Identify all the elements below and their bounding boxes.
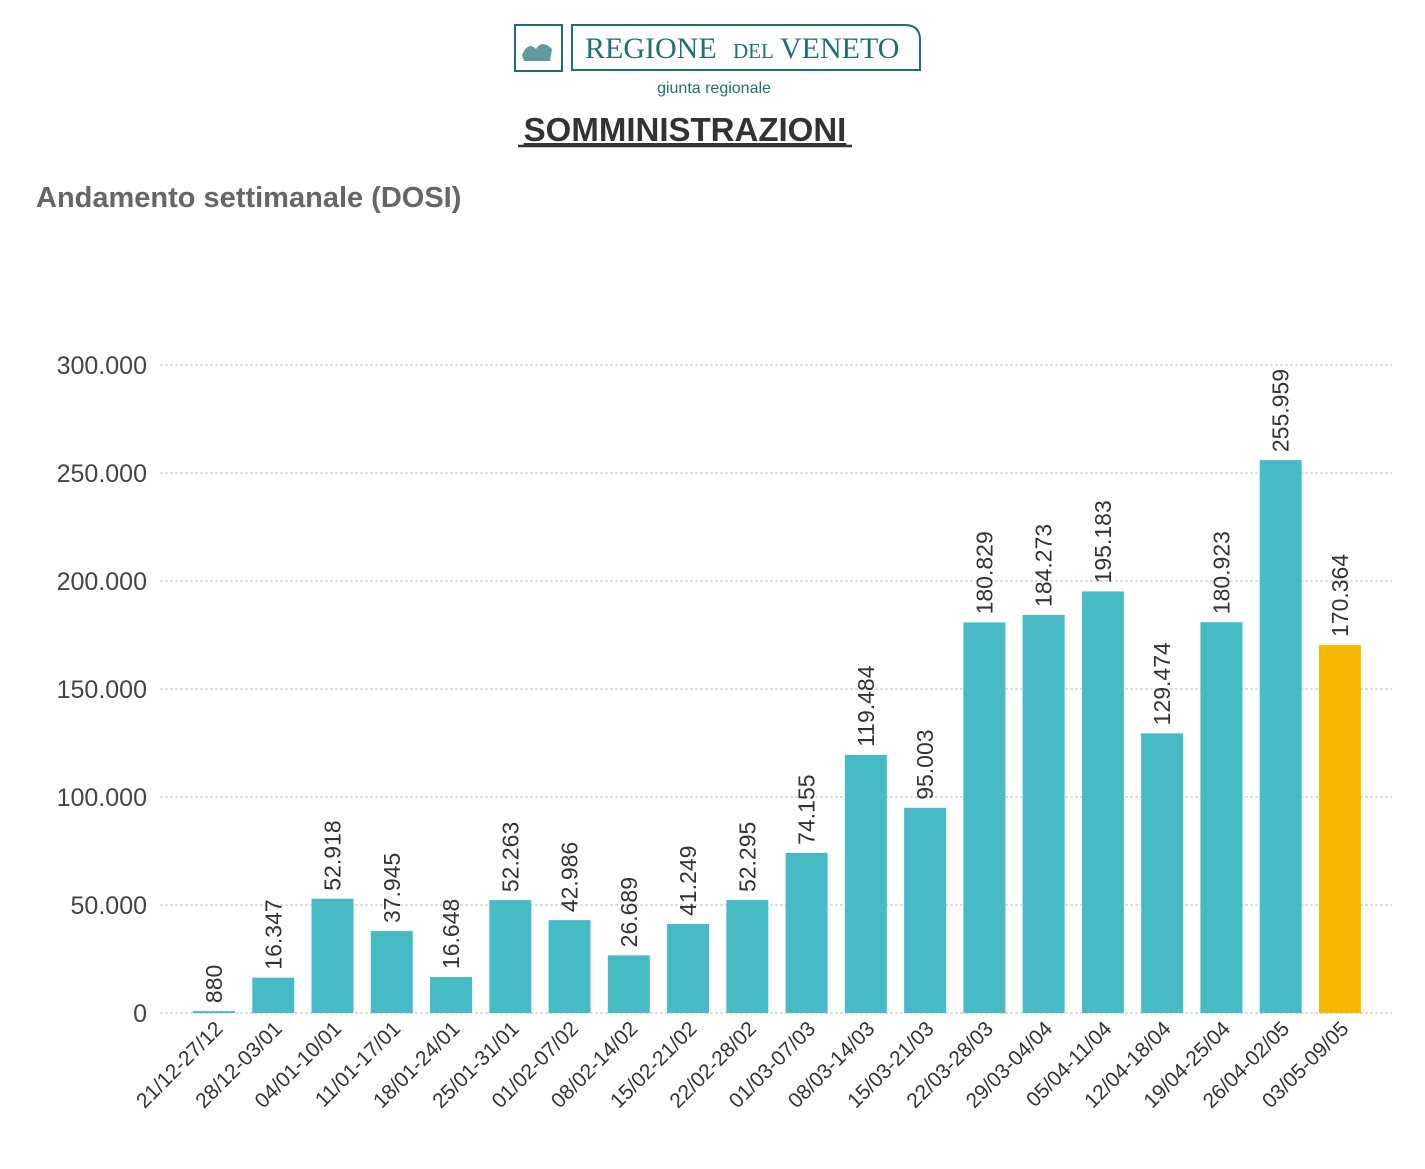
- data-label: 74.155: [794, 774, 820, 844]
- bar: [1200, 622, 1243, 1013]
- bar: [785, 852, 828, 1013]
- data-label: 195.183: [1090, 500, 1116, 583]
- page-title: SOMMINISTRAZIONI: [524, 111, 847, 148]
- bar: [548, 920, 591, 1013]
- data-label: 95.003: [912, 729, 938, 799]
- y-tick-label: 300.000: [57, 352, 147, 380]
- bars: 88021/12-27/1216.34728/12-03/0152.91804/…: [132, 369, 1361, 1113]
- data-label: 180.923: [1208, 531, 1234, 614]
- y-tick-label: 200.000: [57, 568, 147, 596]
- logo-text-region: VENETO: [780, 32, 899, 65]
- bar: [1259, 460, 1302, 1014]
- logo-text-main: REGIONE: [585, 32, 717, 65]
- chart-title: Andamento settimanale (DOSI): [36, 182, 461, 214]
- data-label: 129.474: [1149, 642, 1175, 725]
- y-tick-label: 0: [133, 1000, 147, 1028]
- bar: [430, 977, 473, 1013]
- y-tick-label: 100.000: [57, 784, 147, 812]
- bar: [1022, 614, 1065, 1013]
- bar: [489, 900, 532, 1013]
- data-label: 255.959: [1268, 369, 1294, 452]
- data-label: 52.295: [734, 822, 760, 892]
- data-label: 184.273: [1031, 524, 1057, 607]
- y-tick-label: 150.000: [57, 676, 147, 704]
- bar: [1081, 591, 1124, 1013]
- bar: [370, 931, 413, 1013]
- data-label: 16.347: [260, 899, 286, 969]
- data-label: 52.918: [320, 820, 346, 890]
- bar: [1318, 645, 1361, 1013]
- lion-shape: [522, 44, 552, 61]
- bar: [193, 1011, 235, 1013]
- data-label: 170.364: [1327, 554, 1353, 637]
- bar: [1141, 733, 1184, 1013]
- bar: [667, 923, 710, 1013]
- data-label: 26.689: [616, 877, 642, 947]
- data-label: 119.484: [853, 665, 879, 747]
- bar: [963, 622, 1006, 1013]
- data-label: 180.829: [971, 531, 997, 614]
- data-label: 41.249: [675, 846, 701, 916]
- data-label: 37.945: [379, 853, 405, 923]
- bar: [726, 900, 769, 1013]
- data-label: 16.648: [438, 899, 464, 969]
- grid: 0 50.000 100.000 150.000 200.000 250.000 300.0…: [57, 352, 1392, 1028]
- lion-emblem-icon: [514, 24, 563, 72]
- region-logo: REGIONE DEL VENETO giunta regionale: [514, 24, 921, 97]
- bar: [311, 898, 354, 1013]
- logo-subtitle: giunta regionale: [657, 80, 771, 97]
- y-tick-label: 250.000: [57, 460, 147, 488]
- data-label: 42.986: [557, 842, 583, 912]
- bar: [607, 955, 650, 1013]
- data-label: 880: [201, 965, 227, 1003]
- bar: [252, 977, 295, 1013]
- bar: [904, 807, 947, 1013]
- data-label: 52.263: [497, 822, 523, 892]
- logo-text-del: DEL: [733, 39, 774, 63]
- logo-frame: [571, 24, 921, 71]
- y-tick-label: 50.000: [71, 892, 147, 920]
- bar: [844, 754, 887, 1013]
